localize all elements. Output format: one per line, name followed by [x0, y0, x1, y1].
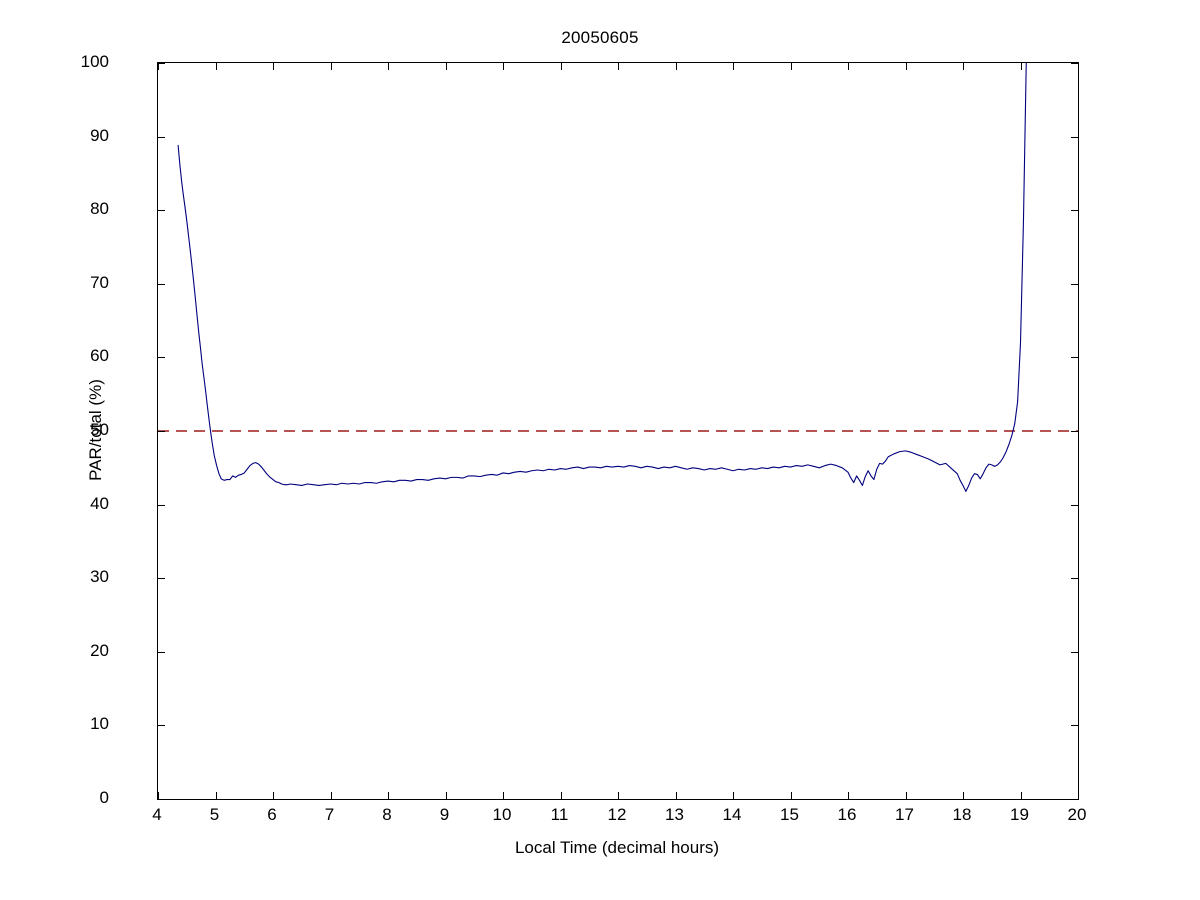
y-tick-label: 60 [90, 346, 109, 366]
x-tick-label: 20 [1067, 805, 1087, 824]
y-axis-tick [158, 283, 165, 285]
x-tick-label: 7 [324, 805, 335, 824]
y-axis-tick [1071, 799, 1078, 800]
y-axis-tick [158, 210, 165, 212]
plot-svg [158, 63, 1078, 492]
x-axis-tick [158, 63, 159, 70]
x-axis-tick [388, 792, 389, 799]
y-axis-tick [158, 63, 165, 64]
y-axis-tick [158, 725, 165, 727]
x-axis-tick [733, 792, 734, 799]
x-axis-tick [273, 63, 274, 70]
y-tick-label: 0 [99, 788, 109, 807]
x-axis-tick [445, 792, 447, 799]
x-tick-label: 9 [439, 805, 450, 824]
x-axis-tick [848, 63, 849, 70]
y-axis-tick [158, 431, 165, 432]
y-axis-tick [1071, 431, 1078, 432]
x-axis-tick [1020, 792, 1022, 799]
x-tick-label: 8 [382, 805, 392, 824]
x-axis-tick [905, 792, 907, 799]
y-axis-tick [158, 578, 165, 580]
x-tick-label: 12 [607, 805, 627, 824]
y-axis-tick [158, 504, 165, 506]
y-tick-label: 40 [90, 493, 109, 513]
y-tick-label: 50 [90, 420, 109, 439]
x-tick-label: 10 [492, 805, 512, 824]
y-tick-label: 100 [80, 52, 109, 71]
x-axis-tick [445, 63, 447, 70]
y-axis-tick [1071, 504, 1078, 506]
x-tick-label: 15 [780, 805, 799, 824]
y-tick-label: 30 [90, 567, 109, 587]
x-axis-tick [848, 792, 849, 799]
x-tick-label: 19 [1010, 805, 1029, 824]
y-axis-tick [1071, 136, 1078, 138]
x-axis-tick [560, 792, 562, 799]
x-tick-label: 16 [837, 805, 857, 824]
x-tick-label: 13 [665, 805, 684, 824]
x-tick-label: 14 [722, 805, 742, 824]
x-axis-tick [503, 63, 504, 70]
x-axis-tick [733, 63, 734, 70]
x-axis-tick [1020, 63, 1022, 70]
x-axis-tick [1078, 63, 1079, 70]
data-series-line [177, 63, 1027, 492]
x-axis-tick [503, 792, 504, 799]
x-axis-tick [905, 63, 907, 70]
x-axis-tick [215, 792, 217, 799]
x-axis-tick [963, 792, 964, 799]
x-axis-tick [790, 792, 792, 799]
x-tick-label: 4 [152, 805, 162, 824]
x-axis-tick [790, 63, 792, 70]
x-axis-tick [158, 792, 159, 799]
y-axis-tick [1071, 283, 1078, 285]
x-tick-label: 18 [952, 805, 972, 824]
x-axis-tick [675, 792, 677, 799]
x-axis-tick [215, 63, 217, 70]
x-tick-label: 5 [209, 805, 220, 824]
x-axis-tick [675, 63, 677, 70]
y-tick-label: 90 [90, 125, 109, 145]
x-axis-tick [330, 792, 332, 799]
x-tick-label: 17 [895, 805, 914, 824]
x-axis-tick [618, 63, 619, 70]
y-axis-tick [158, 357, 165, 359]
x-axis-label: Local Time (decimal hours) [514, 838, 720, 857]
y-axis-tick [1071, 578, 1078, 580]
y-tick-label: 20 [90, 640, 109, 660]
y-axis-tick [1071, 63, 1078, 64]
y-axis-tick [1071, 651, 1078, 653]
y-tick-label: 70 [90, 272, 109, 292]
y-axis-tick [1071, 210, 1078, 212]
plot-area [157, 62, 1079, 800]
y-axis-tick [158, 136, 165, 138]
x-axis-tick [330, 63, 332, 70]
x-axis-tick [273, 792, 274, 799]
x-tick-label: 11 [550, 805, 569, 824]
x-axis-tick [1078, 792, 1079, 799]
page-title: 20050605 [561, 28, 639, 47]
x-tick-label: 6 [267, 805, 277, 824]
y-tick-label: 80 [90, 199, 109, 219]
x-axis-tick [963, 63, 964, 70]
y-axis-tick [158, 651, 165, 653]
x-axis-tick [618, 792, 619, 799]
x-axis-tick [560, 63, 562, 70]
y-axis-tick [1071, 725, 1078, 727]
y-tick-label: 10 [90, 714, 109, 734]
y-axis-tick [1071, 357, 1078, 359]
x-axis-tick [388, 63, 389, 70]
y-axis-tick [158, 799, 165, 800]
